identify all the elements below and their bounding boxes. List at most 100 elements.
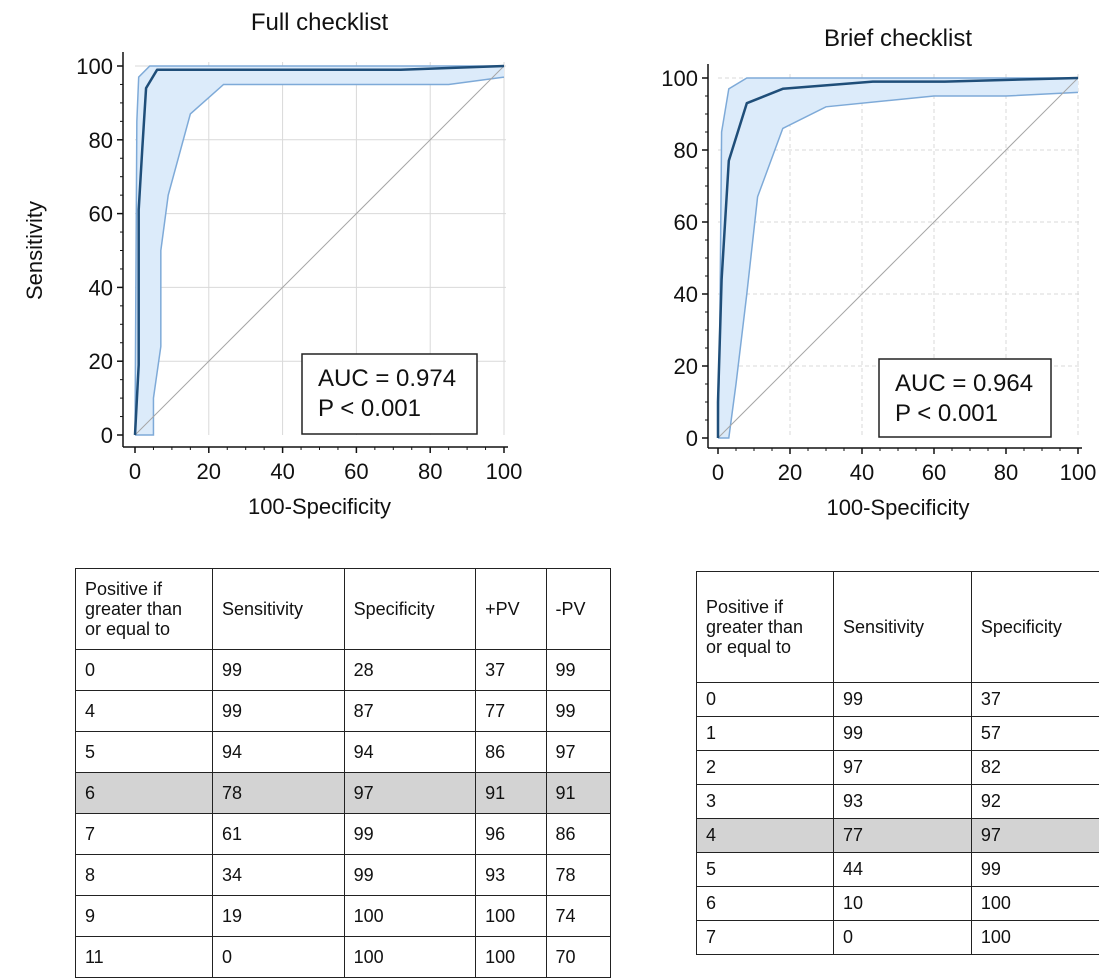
x-axis-label: 100-Specificity — [826, 495, 969, 520]
column-header: Positive if greater than or equal to — [76, 569, 213, 650]
table-cell: 11 — [76, 937, 213, 978]
x-tick-label: 40 — [850, 460, 874, 485]
table-cell: 99 — [213, 691, 345, 732]
table-cell: 97 — [546, 732, 610, 773]
table-cell: 19 — [213, 896, 345, 937]
x-tick-label: 60 — [922, 460, 946, 485]
y-tick-label: 100 — [661, 66, 698, 91]
table-cell: 28 — [344, 650, 476, 691]
x-tick-label: 100 — [1060, 460, 1097, 485]
table-cell: 92 — [971, 785, 1099, 819]
y-tick-label: 80 — [674, 138, 698, 163]
table-cell: 93 — [476, 855, 546, 896]
table-cell: 87 — [344, 691, 476, 732]
table-cell: 4 — [697, 819, 834, 853]
table-cell: 37 — [971, 683, 1099, 717]
y-tick-label: 60 — [89, 202, 113, 227]
auc-label: AUC = 0.964 — [895, 370, 1033, 397]
table-cell: 100 — [476, 937, 546, 978]
column-header: +PV — [476, 569, 546, 650]
y-tick-label: 80 — [89, 128, 113, 153]
x-tick-label: 20 — [197, 459, 221, 484]
auc-label: AUC = 0.974 — [318, 365, 456, 392]
table-cell: 44 — [834, 853, 972, 887]
table-cell: 86 — [476, 732, 546, 773]
table-cell: 96 — [476, 814, 546, 855]
column-header: -PV — [546, 569, 610, 650]
table-cell: 0 — [76, 650, 213, 691]
table-cell: 99 — [834, 717, 972, 751]
table-cell: 100 — [971, 921, 1099, 955]
table-cell: 100 — [971, 887, 1099, 921]
table-cell: 70 — [546, 937, 610, 978]
table-cell: 0 — [834, 921, 972, 955]
table-cell: 99 — [213, 650, 345, 691]
table-cell: 94 — [213, 732, 345, 773]
x-tick-label: 60 — [344, 459, 368, 484]
x-tick-label: 80 — [418, 459, 442, 484]
y-tick-label: 40 — [674, 282, 698, 307]
table-cell: 99 — [546, 691, 610, 732]
table-cell: 97 — [344, 773, 476, 814]
x-tick-label: 80 — [994, 460, 1018, 485]
x-tick-label: 40 — [270, 459, 294, 484]
y-axis-label: Sensitivity — [22, 201, 47, 300]
table-cell: 74 — [546, 896, 610, 937]
table-cell: 34 — [213, 855, 345, 896]
table-cell: 9 — [76, 896, 213, 937]
table-cell: 100 — [344, 937, 476, 978]
x-tick-label: 20 — [778, 460, 802, 485]
column-header: Sensitivity — [834, 572, 972, 683]
table-cell: 97 — [834, 751, 972, 785]
x-tick-label: 0 — [712, 460, 724, 485]
table-cell: 100 — [344, 896, 476, 937]
chart-title: Brief checklist — [824, 25, 972, 52]
table-cell: 2 — [697, 751, 834, 785]
table-cell: 3 — [697, 785, 834, 819]
table-cell: 6 — [76, 773, 213, 814]
table-cell: 77 — [476, 691, 546, 732]
x-tick-label: 100 — [486, 459, 523, 484]
table-cell: 4 — [76, 691, 213, 732]
column-header: Specificity — [971, 572, 1099, 683]
table-cell: 7 — [76, 814, 213, 855]
y-tick-label: 100 — [76, 54, 113, 79]
table-cell: 7 — [697, 921, 834, 955]
table-cell: 5 — [697, 853, 834, 887]
table-cell: 99 — [546, 650, 610, 691]
table-cell: 99 — [971, 853, 1099, 887]
p-value-label: P < 0.001 — [318, 395, 421, 422]
table-cell: 99 — [344, 814, 476, 855]
y-tick-label: 60 — [674, 210, 698, 235]
p-value-label: P < 0.001 — [895, 400, 998, 427]
table-cell: 78 — [213, 773, 345, 814]
x-tick-label: 0 — [129, 459, 141, 484]
table-cell: 6 — [697, 887, 834, 921]
table-cell: 57 — [971, 717, 1099, 751]
column-header: Specificity — [344, 569, 476, 650]
table-cell: 91 — [476, 773, 546, 814]
table-cell: 10 — [834, 887, 972, 921]
y-tick-label: 40 — [89, 275, 113, 300]
column-header: Sensitivity — [213, 569, 345, 650]
table-cell: 0 — [697, 683, 834, 717]
table-cell: 99 — [344, 855, 476, 896]
table-cell: 97 — [971, 819, 1099, 853]
y-tick-label: 20 — [674, 354, 698, 379]
